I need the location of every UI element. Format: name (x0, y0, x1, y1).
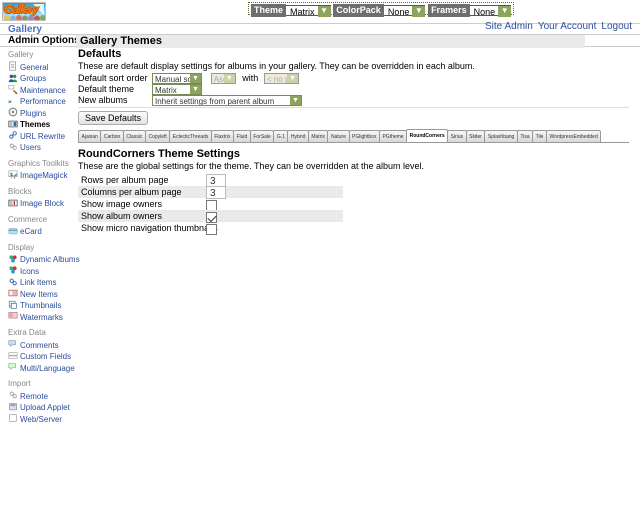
svg-text:»: » (8, 98, 12, 105)
svg-text:©: © (10, 313, 13, 318)
